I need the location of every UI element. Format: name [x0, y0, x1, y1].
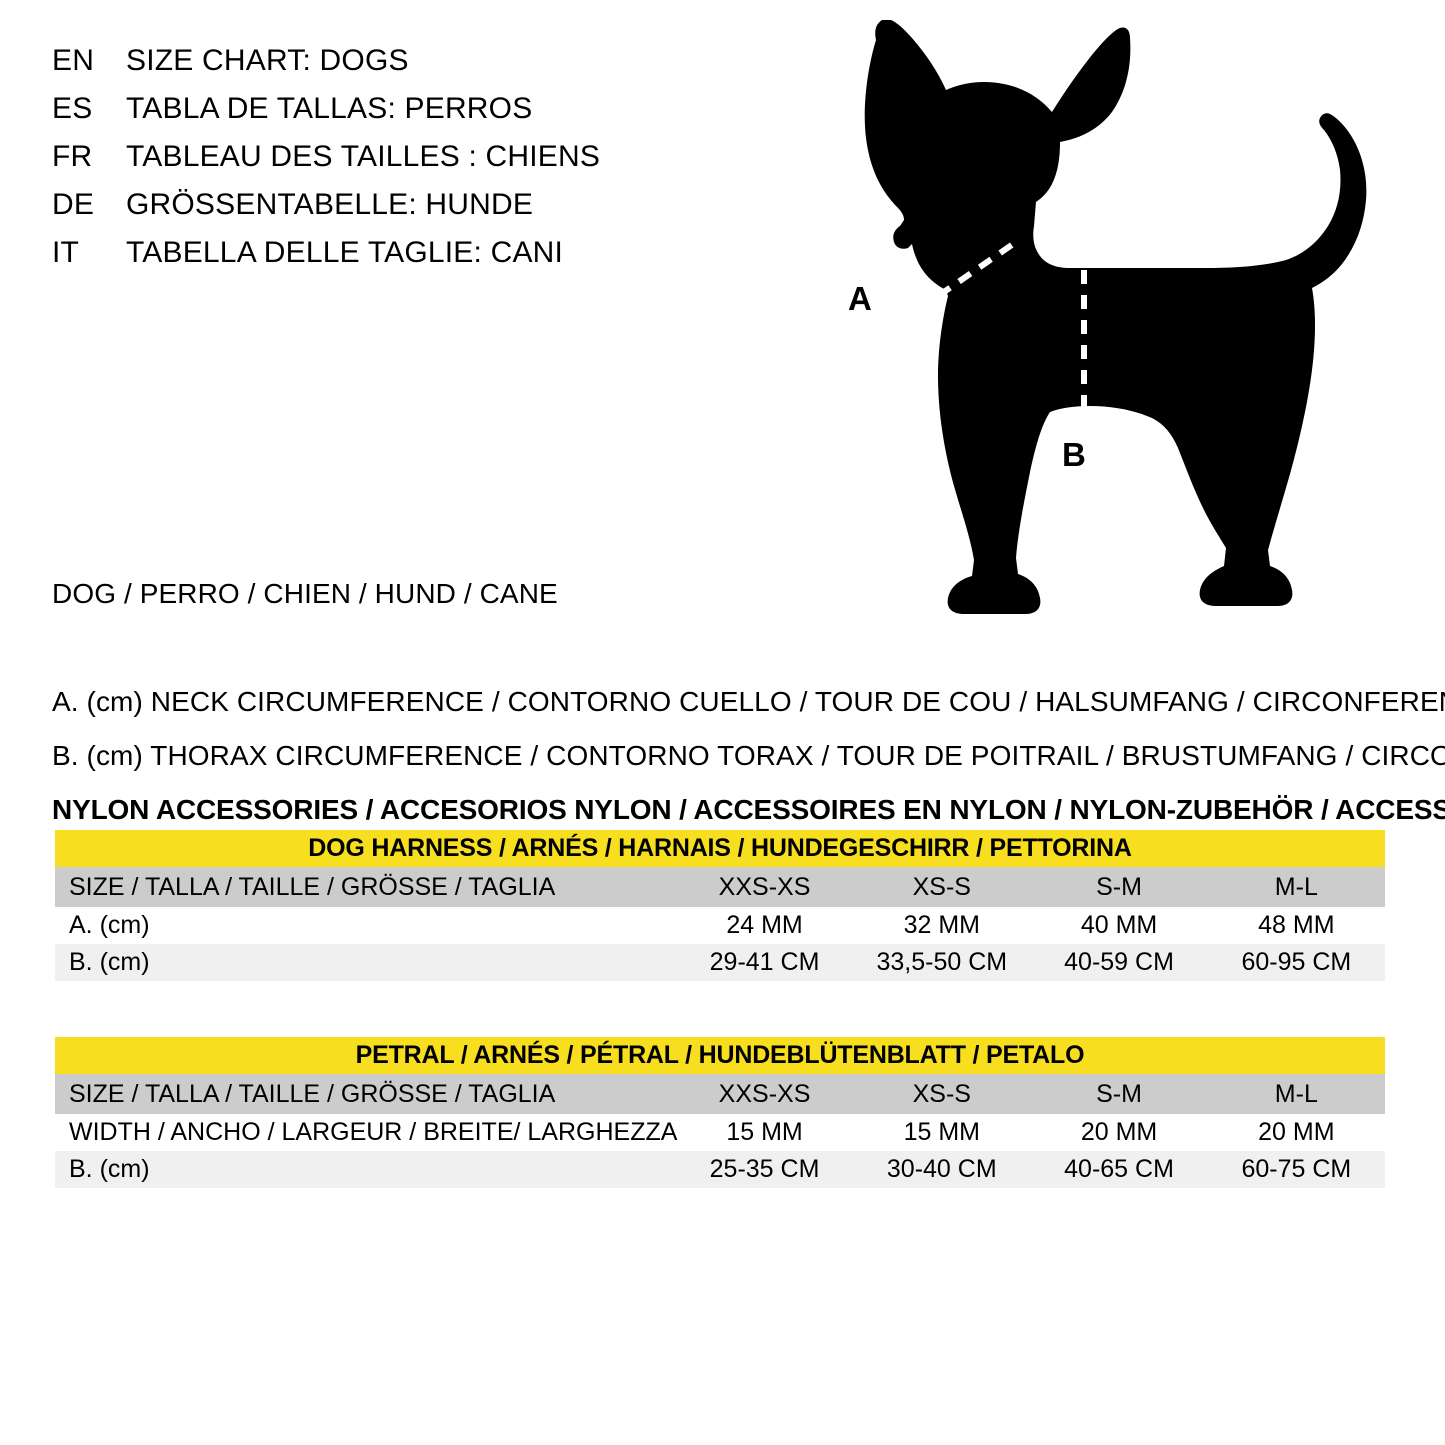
marker-label-a: A [848, 280, 872, 317]
title-row-fr: FR TABLEAU DES TAILLES : CHIENS [52, 140, 812, 188]
cell-width-m-l: 20 MM [1207, 1114, 1385, 1151]
column-header-size: SIZE / TALLA / TAILLE / GRÖSSE / TAGLIA [55, 1074, 676, 1114]
column-header-xxs-xs: XXS-XS [675, 1074, 854, 1114]
table-row: B. (cm) 29-41 CM 33,5-50 CM 40-59 CM 60-… [55, 944, 1385, 981]
title-row-it: IT TABELLA DELLE TAGLIE: CANI [52, 236, 812, 284]
title-row-en: EN SIZE CHART: DOGS [52, 44, 812, 92]
cell-b-xxs-xs: 29-41 CM [675, 944, 854, 981]
size-table-petral: PETRAL / ARNÉS / PÉTRAL / HUNDEBLÜTENBLA… [55, 1037, 1385, 1188]
language-code-en: EN [52, 44, 95, 77]
column-header-s-m: S-M [1030, 867, 1208, 907]
cell-b-s-m: 40-65 CM [1030, 1151, 1208, 1188]
title-block: EN SIZE CHART: DOGS ES TABLA DE TALLAS: … [52, 44, 812, 284]
legend-block: DOG / PERRO / CHIEN / HUND / CANE A. (cm… [52, 578, 1445, 826]
dog-silhouette-illustration: A B [812, 20, 1432, 630]
table-title-row: DOG HARNESS / ARNÉS / HARNAIS / HUNDEGES… [55, 830, 1385, 867]
cell-width-xs-s: 15 MM [853, 1114, 1031, 1151]
legend-dog-languages: DOG / PERRO / CHIEN / HUND / CANE [52, 578, 558, 609]
language-code-es: ES [52, 92, 93, 125]
cell-a-xxs-xs: 24 MM [675, 907, 854, 944]
row-label-b: B. (cm) [55, 944, 676, 981]
column-header-m-l: M-L [1207, 867, 1385, 907]
column-header-size: SIZE / TALLA / TAILLE / GRÖSSE / TAGLIA [55, 867, 676, 907]
column-header-xs-s: XS-S [853, 867, 1031, 907]
language-code-de: DE [52, 188, 95, 221]
row-label-width: WIDTH / ANCHO / LARGEUR / BREITE/ LARGHE… [55, 1114, 677, 1151]
legend-nylon-accessories: NYLON ACCESSORIES / ACCESORIOS NYLON / A… [52, 794, 1445, 825]
column-header-m-l: M-L [1207, 1074, 1385, 1114]
table-row: B. (cm) 25-35 CM 30-40 CM 40-65 CM 60-75… [55, 1151, 1385, 1188]
cell-b-xxs-xs: 25-35 CM [675, 1151, 854, 1188]
title-text-de: GRÖSSENTABELLE: HUNDE [126, 188, 534, 221]
cell-b-s-m: 40-59 CM [1030, 944, 1208, 981]
measurement-line-a [916, 239, 1018, 313]
table-row: A. (cm) 24 MM 32 MM 40 MM 48 MM [55, 907, 1385, 944]
column-header-xs-s: XS-S [853, 1074, 1031, 1114]
title-text-es: TABLA DE TALLAS: PERROS [126, 92, 533, 125]
table-title-row: PETRAL / ARNÉS / PÉTRAL / HUNDEBLÜTENBLA… [55, 1037, 1385, 1074]
legend-measurement-b: B. (cm) THORAX CIRCUMFERENCE / CONTORNO … [52, 740, 1445, 771]
column-header-xxs-xs: XXS-XS [675, 867, 854, 907]
row-label-b: B. (cm) [55, 1151, 676, 1188]
marker-label-b: B [1062, 436, 1086, 473]
size-table-dog-harness: DOG HARNESS / ARNÉS / HARNAIS / HUNDEGES… [55, 830, 1385, 981]
cell-a-s-m: 40 MM [1030, 907, 1208, 944]
title-text-en: SIZE CHART: DOGS [126, 44, 409, 77]
title-text-fr: TABLEAU DES TAILLES : CHIENS [126, 140, 601, 173]
cell-a-xs-s: 32 MM [853, 907, 1031, 944]
dog-body-silhouette [864, 20, 1367, 614]
language-code-it: IT [52, 236, 80, 269]
table-header-row: SIZE / TALLA / TAILLE / GRÖSSE / TAGLIA … [55, 867, 1385, 907]
title-row-de: DE GRÖSSENTABELLE: HUNDE [52, 188, 812, 236]
cell-b-m-l: 60-75 CM [1207, 1151, 1385, 1188]
cell-a-m-l: 48 MM [1207, 907, 1385, 944]
cell-b-xs-s: 33,5-50 CM [853, 944, 1031, 981]
table-title-dog-harness: DOG HARNESS / ARNÉS / HARNAIS / HUNDEGES… [55, 830, 1385, 867]
table-header-row: SIZE / TALLA / TAILLE / GRÖSSE / TAGLIA … [55, 1074, 1385, 1114]
cell-b-xs-s: 30-40 CM [853, 1151, 1031, 1188]
cell-b-m-l: 60-95 CM [1207, 944, 1385, 981]
row-label-a: A. (cm) [55, 907, 676, 944]
column-header-s-m: S-M [1030, 1074, 1208, 1114]
title-text-it: TABELLA DELLE TAGLIE: CANI [126, 236, 564, 269]
cell-width-xxs-xs: 15 MM [675, 1114, 854, 1151]
title-row-es: ES TABLA DE TALLAS: PERROS [52, 92, 812, 140]
legend-measurement-a: A. (cm) NECK CIRCUMFERENCE / CONTORNO CU… [52, 686, 1445, 717]
table-title-petral: PETRAL / ARNÉS / PÉTRAL / HUNDEBLÜTENBLA… [55, 1037, 1385, 1074]
table-row: WIDTH / ANCHO / LARGEUR / BREITE/ LARGHE… [55, 1114, 1385, 1151]
cell-width-s-m: 20 MM [1030, 1114, 1208, 1151]
language-code-fr: FR [52, 140, 93, 173]
